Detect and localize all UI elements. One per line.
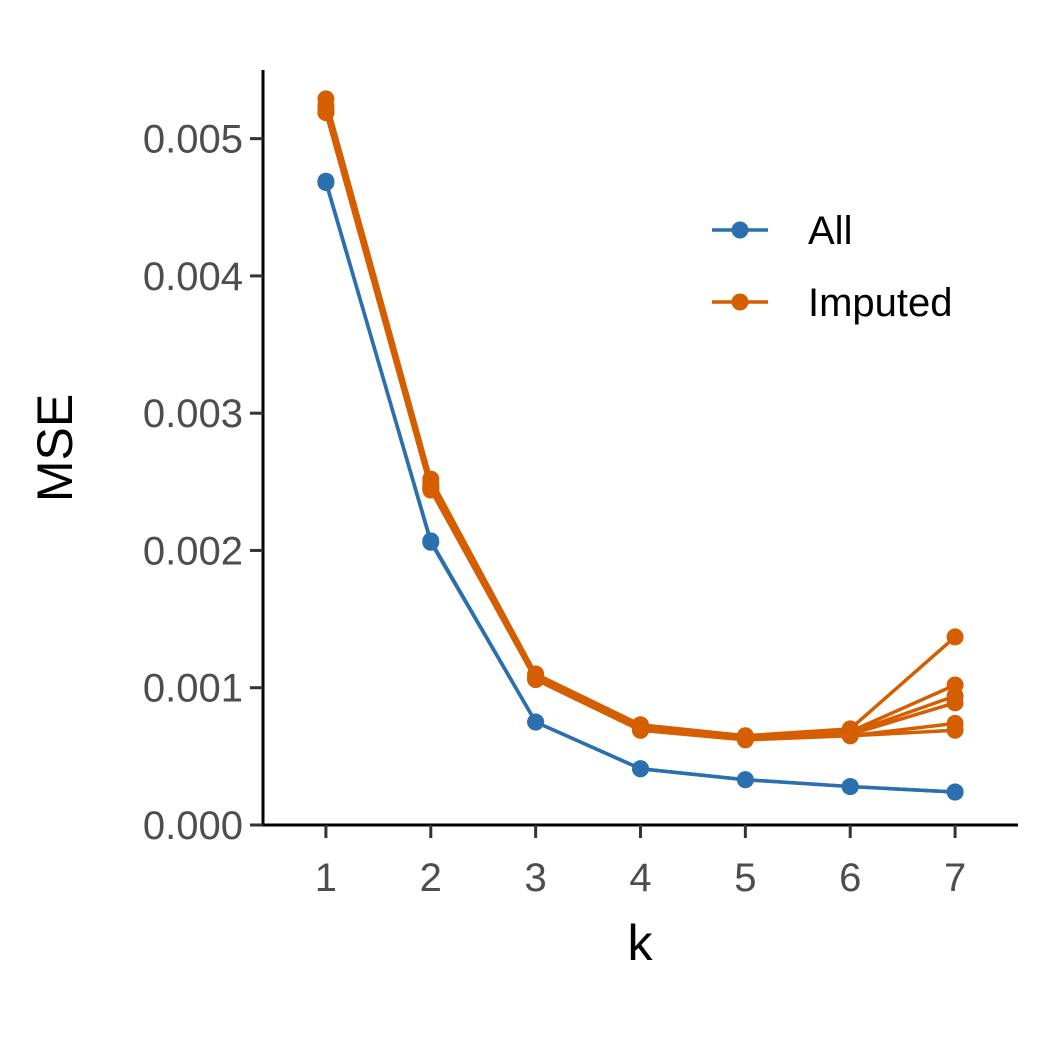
y-tick-label: 0.002: [143, 529, 243, 573]
series-imputed: [317, 90, 964, 745]
x-tick-label: 5: [734, 856, 756, 900]
legend-key-point: [731, 293, 749, 311]
series-line: [324, 180, 956, 794]
legend: All Imputed: [712, 209, 953, 325]
data-point: [632, 721, 649, 739]
legend-item-imputed: Imputed: [712, 281, 953, 325]
x-ticks: 1 2 3 4 5 6 7: [315, 825, 966, 900]
legend-label: Imputed: [808, 281, 953, 325]
series-line: [324, 182, 956, 794]
series-layer: [317, 90, 964, 801]
series-line: [324, 112, 956, 741]
data-point: [946, 783, 964, 801]
y-tick-label: 0.001: [143, 667, 243, 711]
data-point: [736, 771, 754, 789]
y-axis-title: MSE: [27, 394, 83, 502]
data-point: [841, 727, 859, 745]
data-point: [946, 694, 964, 712]
series-all: [317, 172, 964, 801]
data-point: [317, 172, 335, 190]
x-tick-label: 2: [420, 856, 442, 900]
data-point: [317, 104, 335, 122]
series-line: [324, 110, 956, 741]
legend-item-all: All: [712, 209, 852, 253]
legend-label: All: [808, 209, 852, 253]
x-tick-label: 4: [629, 856, 651, 900]
data-point: [632, 760, 649, 778]
series-line: [324, 112, 956, 742]
series-line: [324, 98, 957, 738]
x-tick-label: 7: [944, 856, 966, 900]
x-tick-label: 1: [315, 856, 337, 900]
data-point: [841, 778, 859, 796]
x-axis-title: k: [628, 915, 654, 971]
y-tick-label: 0.003: [143, 392, 243, 436]
data-point: [527, 713, 545, 731]
series-line: [324, 105, 956, 739]
x-tick-label: 3: [525, 856, 547, 900]
legend-key-point: [731, 221, 749, 239]
data-point: [527, 670, 545, 688]
data-point: [736, 731, 754, 749]
y-tick-label: 0.000: [143, 804, 243, 848]
series-line: [324, 109, 956, 739]
x-tick-label: 6: [839, 856, 861, 900]
data-point: [422, 481, 440, 499]
series-imputed: [317, 104, 964, 749]
y-ticks: 0.000 0.001 0.002 0.003 0.004 0.005: [143, 118, 263, 848]
y-tick-label: 0.005: [143, 118, 243, 162]
y-tick-label: 0.004: [143, 255, 243, 299]
data-point: [946, 628, 964, 646]
data-point: [946, 721, 964, 739]
data-point: [422, 533, 440, 551]
